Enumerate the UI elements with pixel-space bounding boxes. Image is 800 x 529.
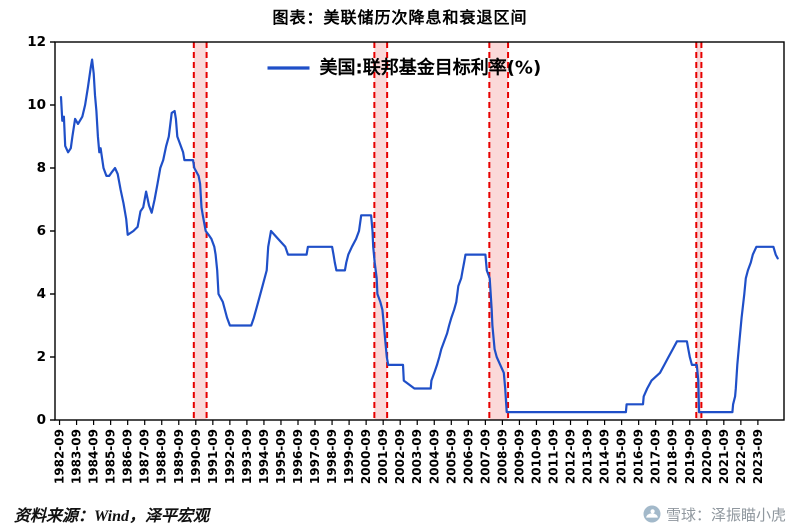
x-tick-label: 1992-09 [223,429,237,484]
recession-band [193,42,207,420]
x-tick-label: 1984-09 [87,429,101,484]
x-tick-label: 2000-09 [359,429,373,484]
y-tick-label: 6 [37,223,46,239]
x-tick-label: 1998-09 [325,429,339,484]
x-tick-label: 2010-09 [529,429,543,484]
y-tick-label: 2 [37,349,46,365]
x-tick-label: 1991-09 [206,429,220,484]
x-tick-label: 2023-09 [751,429,765,484]
x-tick-label: 2015-09 [615,429,629,484]
x-tick-label: 1999-09 [342,429,356,484]
x-tick-label: 2007-09 [478,429,492,484]
x-tick-label: 2011-09 [546,429,560,484]
y-tick-label: 10 [27,97,46,113]
x-tick-label: 2006-09 [461,429,475,484]
x-tick-label: 2005-09 [444,429,458,484]
x-tick-label: 2022-09 [734,429,748,484]
x-tick-label: 1996-09 [291,429,305,484]
x-tick-label: 1994-09 [257,429,271,484]
x-tick-label: 2017-09 [649,429,663,484]
plot-border [54,41,785,421]
x-tick-label: 2008-09 [495,429,509,484]
x-tick-label: 1985-09 [104,429,118,484]
y-tick-label: 8 [37,160,46,176]
x-tick-label: 2020-09 [700,429,714,484]
recession-band [374,42,388,420]
x-tick-label: 1986-09 [121,429,135,484]
recession-band [489,42,509,420]
x-tick-label: 1997-09 [308,429,322,484]
x-tick-label: 2021-09 [717,429,731,484]
x-tick-label: 1987-09 [138,429,152,484]
page-title: 图表：美联储历次降息和衰退区间 [272,8,528,27]
x-tick-label: 2009-09 [512,429,526,484]
y-tick-label: 4 [37,286,46,302]
x-tick-label: 1982-09 [53,429,67,484]
x-tick-label: 2016-09 [632,429,646,484]
x-tick-label: 1993-09 [240,429,254,484]
x-tick-label: 2004-09 [427,429,441,484]
x-tick-label: 2002-09 [393,429,407,484]
x-tick-label: 2003-09 [410,429,424,484]
data-source: 资料来源：Wind，泽平宏观 [14,508,209,525]
x-tick-label: 1995-09 [274,429,288,484]
x-tick-label: 1989-09 [172,429,186,484]
x-tick-label: 1983-09 [70,429,84,484]
x-tick-label: 2012-09 [564,429,578,484]
rate-line [59,58,779,414]
x-tick-label: 2013-09 [581,429,595,484]
xueqiu-logo-icon [643,505,661,523]
footer: 资料来源：Wind，泽平宏观 雪球：泽振瞄小虎 [0,502,800,526]
y-tick-label: 12 [27,34,46,50]
legend-label: 美国:联邦基金目标利率(%) [320,57,542,79]
watermark: 雪球：泽振瞄小虎 [643,504,786,525]
recession-band [696,42,702,420]
x-tick-label: 2018-09 [666,429,680,484]
x-tick-label: 2014-09 [598,429,612,484]
watermark-text: 雪球：泽振瞄小虎 [665,505,786,524]
x-tick-label: 2019-09 [683,429,697,484]
x-tick-label: 1988-09 [155,429,169,484]
x-tick-label: 2001-09 [376,429,390,484]
x-tick-label: 1990-09 [189,429,203,484]
y-tick-label: 0 [37,412,46,428]
